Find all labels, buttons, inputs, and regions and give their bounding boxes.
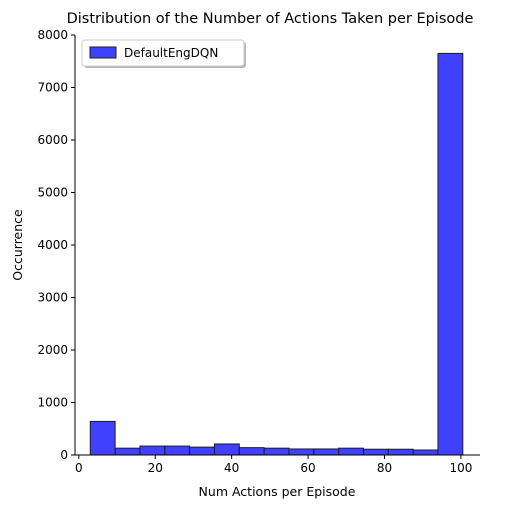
histogram-bar-11 [362, 448, 389, 456]
histogram-bar-4 [189, 446, 215, 456]
legend: DefaultEngDQN [81, 39, 246, 68]
y-axis-label: Occurrence [10, 209, 25, 281]
histogram-bar-14 [437, 52, 464, 456]
histogram-bar-6 [238, 447, 265, 456]
x-tick-label-5: 100 [449, 461, 472, 475]
histogram-bar-9 [313, 448, 340, 456]
legend-label: DefaultEngDQN [124, 46, 218, 60]
histogram-bar-3 [164, 445, 191, 456]
histogram-bar-13 [412, 449, 439, 456]
x-tick-label-4: 80 [377, 461, 392, 475]
histogram-bar-7 [263, 447, 290, 456]
y-tick-label-3: 3000 [37, 291, 68, 305]
y-tick-label-4: 4000 [37, 238, 68, 252]
x-tick-label-1: 20 [148, 461, 163, 475]
histogram-bar-8 [288, 448, 315, 456]
x-tick-label-3: 60 [300, 461, 315, 475]
histogram-bar-12 [387, 448, 414, 456]
y-tick-label-0: 0 [60, 448, 68, 462]
x-tick-label-0: 0 [75, 461, 83, 475]
y-tick-label-8: 8000 [37, 28, 68, 42]
y-tick-label-7: 7000 [37, 81, 68, 95]
y-tick-label-1: 1000 [37, 396, 68, 410]
y-tick-label-5: 5000 [37, 186, 68, 200]
y-tick-label-2: 2000 [37, 343, 68, 357]
chart-title: Distribution of the Number of Actions Ta… [67, 11, 474, 27]
histogram-bar-1 [114, 447, 141, 456]
histogram-bar-5 [213, 443, 240, 456]
legend-box [81, 39, 245, 67]
legend-swatch [89, 46, 117, 59]
histogram-bar-2 [139, 445, 166, 456]
x-axis-label: Num Actions per Episode [199, 484, 356, 499]
plot-area: 0 20 40 60 80 1000100020003000400050006000700… [37, 28, 480, 475]
x-tick-label-2: 40 [224, 461, 239, 475]
y-tick-label-6: 6000 [37, 133, 68, 147]
histogram-bar-10 [338, 447, 364, 456]
histogram-bar-0 [89, 420, 116, 456]
